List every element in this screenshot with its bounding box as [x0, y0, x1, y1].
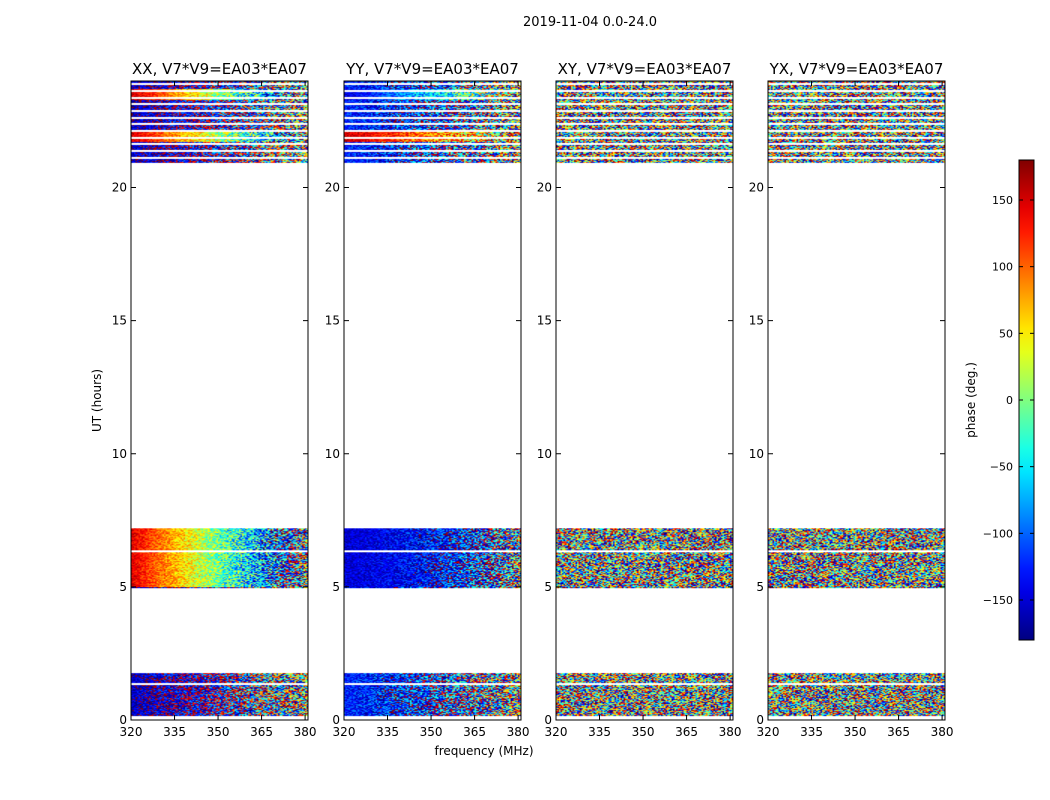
x-tick-label: 350	[207, 725, 230, 739]
x-tick-label: 350	[632, 725, 655, 739]
colorbar-tick-label: −100	[983, 527, 1013, 540]
axes-frame	[767, 80, 946, 721]
colorbar-tick-label: 150	[992, 194, 1013, 207]
x-tick-label: 365	[463, 725, 486, 739]
x-tick-label: 320	[757, 725, 780, 739]
x-tick-label: 320	[333, 725, 356, 739]
axes-frame	[555, 80, 734, 721]
panel-4: YX, V7*V9=EA03*EA07 320 335 350 365 380 0 5 10 15…	[749, 60, 954, 739]
y-tick-label: 5	[544, 580, 552, 594]
x-tick-label: 380	[931, 725, 954, 739]
y-tick-label: 5	[756, 580, 764, 594]
colorbar-tick-label: −150	[983, 594, 1013, 607]
heatmap-image	[556, 81, 733, 720]
y-tick-label: 15	[749, 314, 764, 328]
panel-title: XY, V7*V9=EA03*EA07	[558, 60, 732, 78]
x-tick-label: 335	[588, 725, 611, 739]
y-tick-label: 15	[325, 314, 340, 328]
axes-frame	[130, 80, 309, 721]
panel-title: XX, V7*V9=EA03*EA07	[132, 60, 307, 78]
heatmap-image	[131, 81, 308, 720]
y-tick-label: 10	[537, 447, 552, 461]
y-tick-label: 5	[332, 580, 340, 594]
x-tick-label: 335	[376, 725, 399, 739]
x-tick-label: 380	[719, 725, 742, 739]
y-tick-label: 0	[756, 713, 764, 727]
colorbar: −150 −100 −50 0 50 100 150 phase (deg.)	[964, 159, 1035, 641]
y-tick-label: 10	[749, 447, 764, 461]
y-tick-label: 10	[112, 447, 127, 461]
y-tick-label: 5	[119, 580, 127, 594]
x-tick-label: 335	[800, 725, 823, 739]
colorbar-tick-label: 50	[999, 327, 1013, 340]
y-tick-label: 0	[544, 713, 552, 727]
y-tick-label: 0	[332, 713, 340, 727]
panels: XX, V7*V9=EA03*EA07 320 335 350 365 380 0 5 10 15…	[90, 60, 954, 758]
colorbar-tick-label: 100	[992, 261, 1013, 274]
panel-title: YX, V7*V9=EA03*EA07	[769, 60, 944, 78]
x-axis-label: frequency (MHz)	[434, 744, 533, 758]
heatmap-image	[768, 81, 945, 720]
suptitle: 2019-11-04 0.0-24.0	[523, 15, 657, 30]
x-tick-label: 380	[507, 725, 530, 739]
x-tick-label: 335	[163, 725, 186, 739]
y-axis-label: UT (hours)	[90, 369, 104, 432]
x-tick-label: 350	[844, 725, 867, 739]
x-tick-label: 320	[545, 725, 568, 739]
y-tick-label: 0	[119, 713, 127, 727]
panel-3: XY, V7*V9=EA03*EA07 320 335 350 365 380 0 5 10 15…	[434, 60, 741, 758]
y-tick-label: 20	[537, 181, 552, 195]
y-tick-label: 20	[325, 181, 340, 195]
y-tick-label: 15	[537, 314, 552, 328]
y-tick-label: 10	[325, 447, 340, 461]
y-tick-label: 15	[112, 314, 127, 328]
y-tick-label: 20	[749, 181, 764, 195]
x-tick-label: 365	[250, 725, 273, 739]
colorbar-tick-label: −50	[990, 461, 1013, 474]
colorbar-label: phase (deg.)	[964, 362, 978, 438]
panel-2: YY, V7*V9=EA03*EA07 320 335 350 365 380 0 5 10 15…	[325, 60, 530, 739]
y-tick-label: 20	[112, 181, 127, 195]
panel-title: YY, V7*V9=EA03*EA07	[345, 60, 519, 78]
x-tick-label: 320	[120, 725, 143, 739]
colorbar-tick-label: 0	[1006, 394, 1013, 407]
panel-1: XX, V7*V9=EA03*EA07 320 335 350 365 380 0 5 10 15…	[90, 60, 317, 739]
x-tick-label: 350	[420, 725, 443, 739]
heatmap-image	[344, 81, 521, 720]
x-tick-label: 380	[294, 725, 317, 739]
x-tick-label: 365	[675, 725, 698, 739]
axes-frame	[343, 80, 522, 721]
x-tick-label: 365	[887, 725, 910, 739]
